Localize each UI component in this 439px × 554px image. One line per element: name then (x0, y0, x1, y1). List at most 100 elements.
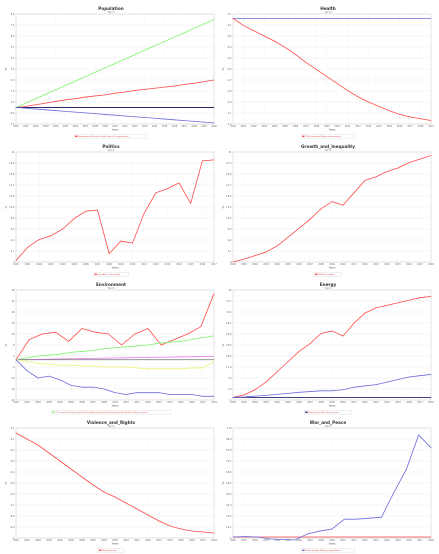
y-tick-label: -1 (229, 537, 232, 540)
data-point (419, 375, 421, 377)
data-point (364, 397, 366, 398)
data-point (202, 356, 204, 357)
data-point (305, 62, 307, 63)
data-point (202, 160, 203, 162)
x-tick-label: 2007 (83, 125, 89, 128)
data-point (386, 381, 388, 383)
data-point (430, 447, 432, 449)
data-point (81, 386, 83, 388)
data-point (232, 261, 234, 263)
y-tick-label: -1.1 (227, 112, 232, 115)
x-tick-label: 2015 (395, 263, 401, 266)
data-point (287, 397, 289, 398)
y-tick-label: 0 (13, 261, 15, 264)
data-point (136, 392, 138, 394)
data-point (347, 90, 348, 91)
x-tick-label: 2004 (274, 539, 280, 542)
data-point (55, 101, 56, 102)
y-tick-label: 33.4 (226, 311, 232, 314)
data-point (265, 536, 267, 538)
data-point (92, 386, 94, 388)
data-point (42, 333, 43, 335)
data-point (143, 212, 145, 214)
data-point (331, 390, 333, 392)
data-point (309, 219, 311, 220)
data-point (108, 333, 109, 335)
data-point (65, 99, 66, 101)
y-axis-label: % (4, 67, 8, 70)
data-point (265, 397, 267, 398)
x-tick-label: 2007 (90, 401, 96, 404)
x-tick-label: 2014 (167, 401, 173, 404)
x-tick-label: 2013 (165, 263, 171, 266)
data-point (316, 69, 317, 70)
data-point (65, 85, 66, 86)
y-tick-label: 2.5 (11, 79, 15, 82)
x-tick-label: 2014 (376, 125, 382, 128)
data-point (287, 392, 289, 394)
y-tick-label: 14.7 (9, 184, 15, 187)
data-point (298, 391, 300, 393)
data-point (309, 536, 311, 538)
data-point (183, 120, 185, 121)
data-point (420, 118, 421, 120)
x-tick-label: 2013 (156, 539, 162, 542)
x-tick-label: 2005 (285, 263, 291, 266)
x-tick-label: 2008 (314, 125, 320, 128)
x-tick-label: 2004 (274, 263, 280, 266)
data-point (154, 87, 155, 89)
data-point (265, 251, 267, 253)
x-tick-label: 2005 (71, 263, 77, 266)
data-point (174, 85, 175, 87)
data-point (37, 444, 39, 446)
data-point (55, 331, 56, 333)
data-point (103, 359, 105, 361)
y-tick-label: 10.5 (9, 206, 15, 209)
data-point (203, 81, 205, 82)
x-tick-label: 2001 (24, 539, 30, 542)
legend-swatch (52, 411, 55, 413)
x-tick-label: 2009 (102, 125, 108, 128)
x-tick-label: 2003 (46, 539, 52, 542)
legend-text: GDP per capita (318, 273, 334, 276)
data-point (388, 18, 390, 19)
x-tick-label: 2002 (251, 125, 257, 128)
data-point (158, 342, 160, 344)
y-tick-label: 15.5 (226, 206, 232, 209)
data-point (276, 536, 278, 538)
x-tick-label: 2016 (406, 263, 412, 266)
data-point (169, 394, 171, 395)
chart-energy: -1 3.3 7.6 11.9 16.2 20.5 24.8 29.1 33.4 37.7 42 20… (221, 282, 434, 415)
x-tick-label: 2016 (406, 539, 412, 542)
data-point (202, 531, 204, 533)
data-point (353, 386, 355, 388)
data-point (386, 536, 388, 538)
data-point (187, 333, 188, 335)
data-point (418, 434, 419, 436)
data-point (375, 536, 377, 538)
data-point (202, 337, 204, 339)
data-point (180, 359, 182, 361)
data-point (430, 374, 432, 375)
data-point (336, 83, 338, 84)
x-tick-label: 2017 (182, 125, 188, 128)
data-point (190, 202, 192, 204)
data-point (103, 366, 105, 368)
x-tick-label: 2019 (428, 125, 434, 128)
data-point (287, 361, 289, 362)
data-point (287, 236, 289, 238)
data-point (430, 397, 432, 398)
data-point (309, 397, 311, 398)
x-tick-label: 2015 (387, 125, 393, 128)
data-point (213, 19, 215, 20)
y-axis-label: % (221, 67, 225, 70)
data-point (92, 358, 94, 359)
x-tick-label: 2013 (373, 401, 379, 404)
x-tick-label: 2002 (37, 263, 43, 266)
data-point (213, 293, 215, 295)
data-point (344, 518, 345, 520)
data-point (81, 365, 83, 367)
data-point (45, 107, 47, 108)
x-tick-label: 2000 (13, 125, 19, 128)
y-tick-label: -0.1 (10, 438, 15, 441)
